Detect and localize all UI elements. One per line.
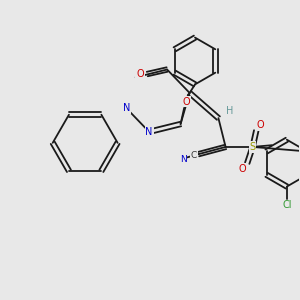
Text: O: O	[257, 120, 265, 130]
Text: Cl: Cl	[282, 200, 292, 211]
Text: N: N	[180, 155, 187, 164]
Text: O: O	[136, 69, 144, 79]
Text: O: O	[182, 97, 190, 106]
Text: S: S	[250, 142, 256, 152]
Text: N: N	[123, 103, 130, 113]
Text: N: N	[146, 127, 153, 137]
Text: C: C	[191, 152, 197, 160]
Text: H: H	[226, 106, 233, 116]
Text: O: O	[239, 164, 247, 173]
